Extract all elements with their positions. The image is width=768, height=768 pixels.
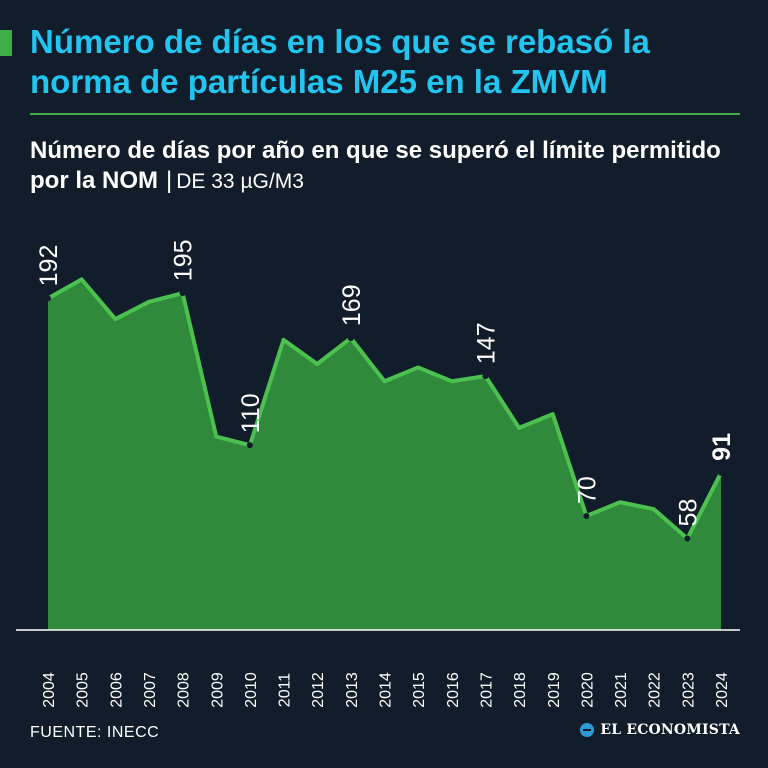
el-economista-logo-icon [580, 723, 595, 737]
subtitle-main: Número de días por año en que se superó … [30, 137, 721, 194]
data-label: 91 [708, 433, 736, 461]
x-tick-label: 2024 [714, 672, 731, 708]
data-label: 169 [338, 284, 366, 326]
brand-logo: EL ECONOMISTA [580, 722, 740, 738]
data-point-marker [482, 373, 489, 380]
x-tick-label: 2010 [243, 672, 260, 708]
area-fill [48, 279, 721, 630]
x-tick-label: 2004 [41, 672, 58, 708]
x-tick-label: 2008 [176, 672, 193, 708]
x-tick-label: 2013 [344, 672, 361, 708]
data-point-marker [45, 295, 51, 302]
accent-bar [0, 30, 12, 56]
data-label: 195 [170, 239, 198, 281]
x-tick-label: 2018 [512, 672, 529, 708]
data-point-marker [179, 290, 186, 297]
source-note: FUENTE: INECC [30, 724, 160, 741]
x-tick-label: 2023 [680, 672, 697, 708]
x-tick-label: 2019 [546, 672, 563, 708]
data-label: 70 [573, 476, 601, 504]
data-label: 110 [237, 393, 265, 433]
x-tick-label: 2006 [108, 672, 125, 708]
x-tick-label: 2007 [142, 672, 159, 708]
x-tick-label: 2017 [478, 672, 495, 708]
data-point-marker [718, 469, 724, 476]
data-point-marker [684, 535, 691, 542]
data-point-marker [583, 513, 590, 519]
data-label: 192 [35, 245, 63, 287]
data-point-marker [246, 442, 253, 449]
x-tick-label: 2020 [579, 672, 596, 708]
x-tick-label: 2022 [647, 672, 664, 708]
x-tick-label: 2009 [209, 672, 226, 708]
data-label: 58 [674, 499, 702, 527]
data-point-marker [347, 335, 354, 342]
x-tick-label: 2012 [310, 672, 327, 708]
x-tick-label: 2014 [378, 672, 395, 708]
data-label: 147 [472, 322, 500, 364]
subtitle-unit: DE 33 µG/M3 [176, 170, 304, 193]
chart-subtitle: Número de días por año en que se superó … [30, 136, 750, 197]
x-tick-label: 2005 [75, 672, 92, 708]
x-tick-label: 2015 [411, 672, 428, 708]
x-tick-label: 2011 [277, 673, 294, 708]
series-line [47, 277, 723, 541]
x-tick-label: 2021 [613, 672, 630, 708]
page-title: Número de días en los que se rebasó la n… [30, 23, 650, 100]
x-tick-label: 2016 [445, 672, 462, 708]
subtitle-separator: | [166, 167, 173, 194]
brand-name: EL ECONOMISTA [600, 722, 740, 738]
title-divider [30, 113, 740, 115]
